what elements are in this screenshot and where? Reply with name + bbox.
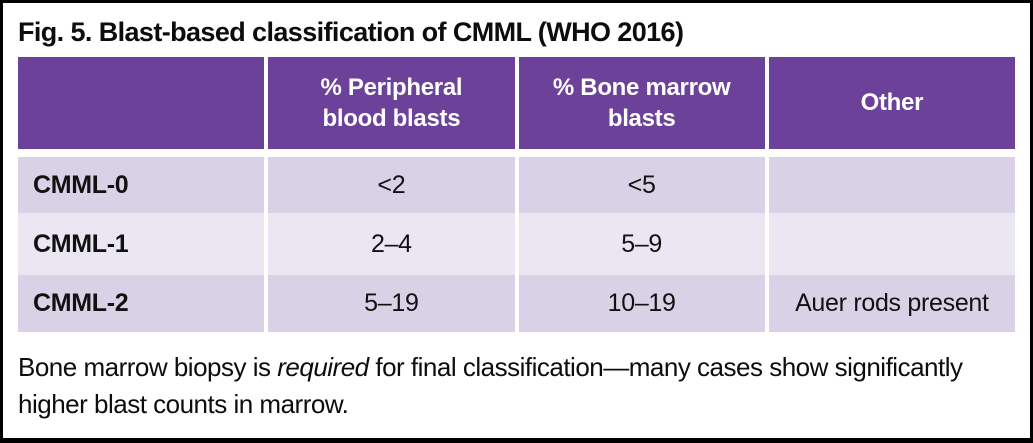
row-cmml0-peripheral-blood-blasts: <2 xyxy=(268,157,515,213)
figure-footnote: Bone marrow biopsy is required for final… xyxy=(18,349,1015,423)
row-cmml1-label: CMML-1 xyxy=(18,213,265,275)
figure-title: Fig. 5. Blast-based classification of CM… xyxy=(18,17,684,47)
classification-table: % Peripheral blood blasts % Bone marrow … xyxy=(18,57,1015,332)
row-cmml1-peripheral-blood-blasts: 2–4 xyxy=(268,213,515,275)
row-cmml0-bone-marrow-blasts: <5 xyxy=(518,157,765,213)
row-cmml2-peripheral-blood-blasts: 5–19 xyxy=(268,275,515,332)
row-cmml2-bone-marrow-blasts: 10–19 xyxy=(518,275,765,332)
row-cmml1-other xyxy=(768,213,1015,275)
footnote-text-prefix: Bone marrow biopsy is xyxy=(18,352,278,382)
footnote-italic-word: required xyxy=(277,352,369,382)
row-cmml0-label: CMML-0 xyxy=(18,157,265,213)
header-cell-peripheral-blood-blasts: % Peripheral blood blasts xyxy=(268,57,515,157)
row-cmml0-other xyxy=(768,157,1015,213)
row-cmml1-bone-marrow-blasts: 5–9 xyxy=(518,213,765,275)
row-cmml2-other: Auer rods present xyxy=(768,275,1015,332)
row-cmml2-label: CMML-2 xyxy=(18,275,265,332)
header-cell-bone-marrow-blasts: % Bone marrow blasts xyxy=(518,57,765,157)
header-cell-empty xyxy=(18,57,265,157)
footnote-text-suffix: for final classification—many cases show… xyxy=(18,352,963,419)
header-cell-other: Other xyxy=(768,57,1015,157)
